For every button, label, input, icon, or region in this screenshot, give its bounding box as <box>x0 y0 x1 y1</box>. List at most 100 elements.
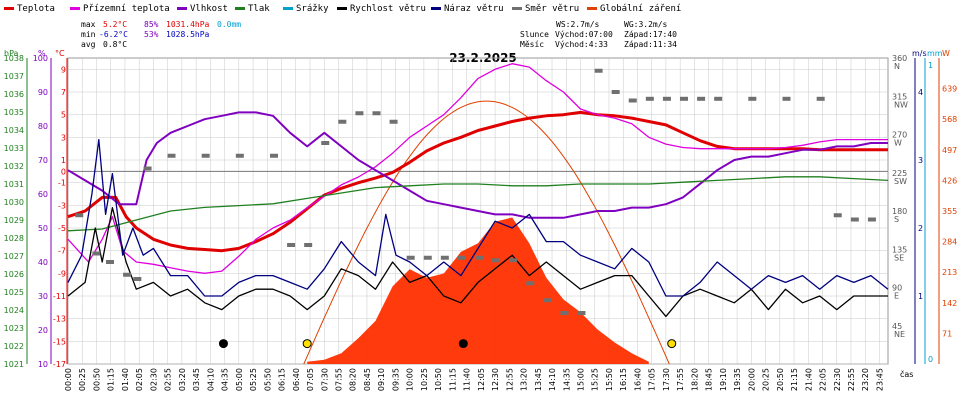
ms-tick: 1 <box>918 292 923 301</box>
x-tick: 19:35 <box>733 368 742 391</box>
direction-label: S <box>894 215 899 224</box>
direction-tick: 135 <box>892 245 907 254</box>
x-tick: 09:10 <box>377 368 386 391</box>
sunrise-marker <box>302 339 312 349</box>
wind-direction-mark <box>680 96 688 101</box>
stats-min-label: min <box>81 30 96 39</box>
wind-direction-mark <box>92 251 101 256</box>
percent-tick: 60 <box>38 190 48 199</box>
wind-direction-mark <box>440 255 449 260</box>
wind-direction-mark <box>560 311 569 315</box>
stats-avg-temp: 0.8°C <box>103 40 127 49</box>
x-tick: 05:50 <box>263 368 272 391</box>
celsius-tick: -1 <box>58 179 66 188</box>
legend-swatch <box>235 7 245 10</box>
percent-tick: 30 <box>38 292 48 301</box>
hpa-tick: 1035 <box>4 108 24 117</box>
sunset-marker <box>667 339 677 349</box>
direction-tick: 270 <box>892 131 907 140</box>
w-tick: 639 <box>942 85 957 94</box>
radiation-layer <box>303 100 670 365</box>
x-tick: 20:50 <box>776 368 785 391</box>
w-tick: 426 <box>942 176 957 185</box>
percent-tick: 80 <box>38 122 48 131</box>
stats-max-label: max <box>81 20 96 29</box>
x-tick: 16:15 <box>619 368 628 391</box>
x-tick: 08:45 <box>363 368 372 391</box>
wind-direction-mark <box>235 153 244 158</box>
legend-swatch <box>431 7 441 10</box>
hpa-unit: hPa <box>4 49 19 58</box>
x-tick: 23:20 <box>861 368 870 391</box>
x-tick: 04:10 <box>206 368 215 391</box>
stats-avg-label: avg <box>81 40 96 49</box>
wind-direction-mark <box>167 153 176 158</box>
info-wg: WG:3.2m/s <box>624 20 668 29</box>
hpa-tick: 1033 <box>4 144 24 153</box>
w-tick: 284 <box>942 238 957 247</box>
hpa-tick: 1036 <box>4 90 24 99</box>
x-tick: 00:25 <box>78 368 87 391</box>
x-tick: 06:15 <box>278 368 287 391</box>
legend-label: Srážky <box>296 4 329 14</box>
wind-direction-mark <box>850 217 859 222</box>
wind-direction-mark <box>270 153 278 158</box>
celsius-tick: -7 <box>58 247 66 256</box>
hpa-tick: 1029 <box>4 216 24 225</box>
x-tick: 16:40 <box>633 368 642 391</box>
legend-swatch <box>283 7 293 10</box>
percent-tick: 50 <box>38 224 48 233</box>
w-tick: 497 <box>942 146 957 155</box>
celsius-tick: 0 <box>61 167 66 176</box>
hpa-tick: 1026 <box>4 270 24 279</box>
x-tick: 02:05 <box>135 368 144 391</box>
celsius-tick: -11 <box>53 292 66 301</box>
x-tick: 05:25 <box>249 368 258 391</box>
legend-label: Tlak <box>248 4 270 14</box>
x-tick: 20:25 <box>762 368 771 391</box>
x-axis-label: čas <box>900 369 913 379</box>
x-tick: 17:55 <box>676 368 685 391</box>
x-tick: 13:45 <box>534 368 543 391</box>
vlhkost-line <box>67 111 888 219</box>
stats-max-press: 1031.4hPa <box>166 20 210 29</box>
wind-direction-mark <box>372 111 381 116</box>
wind-direction-mark <box>867 217 876 222</box>
direction-label: SW <box>894 177 907 186</box>
wind-direction-mark <box>201 153 210 158</box>
x-tick: 07:05 <box>306 368 315 391</box>
x-tick: 03:20 <box>178 368 187 391</box>
x-tick: 20:00 <box>747 368 756 391</box>
info-moon-label: Měsíc <box>520 40 544 49</box>
x-tick: 12:05 <box>477 368 486 391</box>
wind-direction-mark <box>406 255 415 260</box>
info-sun-set: Západ:17:40 <box>624 30 677 39</box>
x-tick: 01:15 <box>107 368 116 391</box>
x-tick: 05:00 <box>235 368 244 391</box>
x-tick: 15:50 <box>605 368 614 391</box>
x-tick: 14:35 <box>562 368 571 391</box>
wind-direction-mark <box>645 96 654 101</box>
x-tick: 11:40 <box>463 368 472 391</box>
percent-tick: 90 <box>38 88 48 97</box>
direction-tick: 225 <box>892 169 907 178</box>
mm-unit: mm <box>927 49 943 58</box>
wind-direction-mark <box>423 255 432 260</box>
info-moon-set: Západ:11:34 <box>624 40 677 49</box>
ms-tick: 3 <box>918 156 923 165</box>
celsius-tick: -13 <box>53 315 66 324</box>
legend-label: Rychlost větru <box>350 4 426 14</box>
wind-direction-mark <box>611 90 620 94</box>
wind-direction-mark <box>697 96 706 101</box>
w-tick: 71 <box>942 329 952 338</box>
x-tick: 21:15 <box>790 368 799 391</box>
w-tick: 355 <box>942 207 957 216</box>
stats-max-hum: 85% <box>144 20 159 29</box>
hpa-tick: 1031 <box>4 180 24 189</box>
percent-unit: % <box>38 49 46 58</box>
legend-swatch <box>337 7 347 10</box>
w-tick: 213 <box>942 268 957 277</box>
wind-direction-mark <box>304 243 313 247</box>
x-tick: 00:50 <box>92 368 101 391</box>
